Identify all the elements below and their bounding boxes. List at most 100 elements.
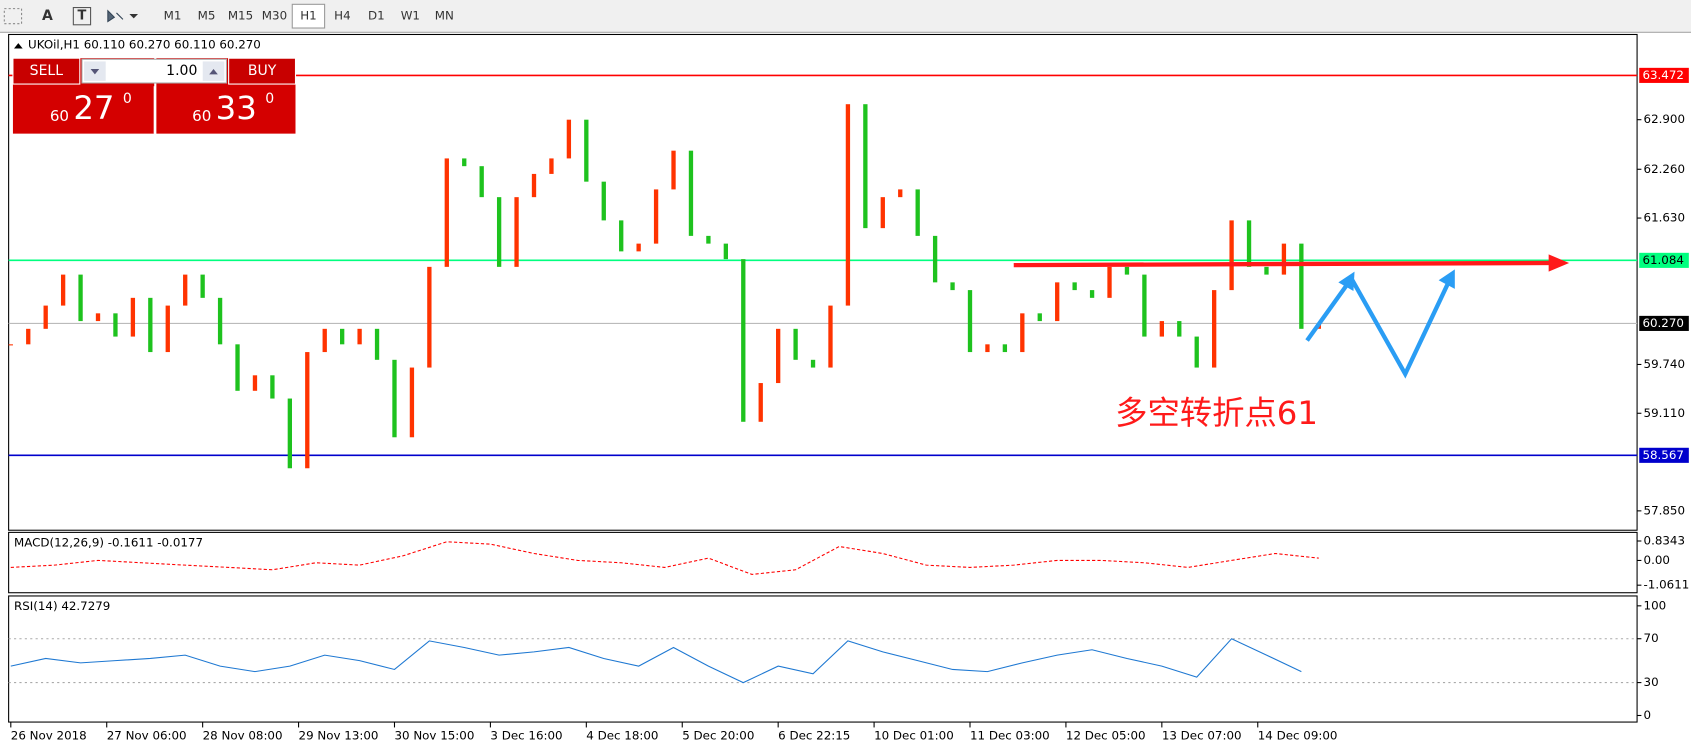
- indicator-line: [10, 638, 1302, 684]
- candle: [1107, 266, 1112, 298]
- x-tick-label: 11 Dec 03:00: [970, 729, 1050, 743]
- candle: [932, 235, 938, 283]
- candle: [1124, 266, 1130, 275]
- candle: [1072, 282, 1077, 291]
- timeframe-button[interactable]: W1: [401, 9, 420, 23]
- y-tick-label: 0.8343: [1644, 534, 1685, 548]
- x-tick-label: 3 Dec 16:00: [490, 729, 562, 743]
- sell-price-prefix: 60: [50, 107, 69, 125]
- y-tick-label: -1.0611: [1644, 578, 1690, 592]
- label-tool-frame: [72, 7, 92, 26]
- timeframe-button[interactable]: MN: [435, 9, 454, 23]
- red-arrowhead: [1548, 254, 1570, 272]
- candle: [392, 359, 397, 438]
- x-tick-label: 4 Dec 18:00: [586, 729, 658, 743]
- y-tick-label: 70: [1644, 631, 1659, 645]
- volume-box[interactable]: [81, 58, 228, 84]
- candle: [863, 104, 868, 229]
- trade-panel: SELL BUY 1.00 60 27 0 60 33 0: [12, 57, 297, 134]
- rsi-panel: [8, 595, 1638, 723]
- panel-title: MACD(12,26,9) -0.1611 -0.0177: [14, 536, 203, 550]
- candle: [130, 297, 136, 337]
- candle: [1229, 220, 1234, 291]
- timeframe-button[interactable]: M1: [164, 9, 182, 23]
- y-tick-label: 0: [1644, 708, 1652, 722]
- candle: [8, 344, 13, 346]
- level-label: 58.567: [1642, 448, 1683, 462]
- level-label: 63.472: [1642, 68, 1683, 82]
- candle: [915, 189, 920, 236]
- red-arrow: [1013, 260, 1551, 268]
- x-tick-label: 27 Nov 06:00: [107, 729, 187, 743]
- candle: [601, 181, 606, 221]
- candle: [514, 197, 519, 267]
- candle: [357, 328, 362, 345]
- indicator-line: [10, 541, 1319, 575]
- candle: [496, 197, 502, 267]
- title-icon: [14, 43, 23, 49]
- candle: [322, 328, 327, 353]
- level-label: 60.270: [1642, 316, 1683, 330]
- candle: [1037, 313, 1042, 322]
- candle: [78, 274, 83, 322]
- candle: [950, 282, 955, 291]
- y-tick-label: 100: [1644, 598, 1667, 612]
- x-tick-label: 5 Dec 20:00: [682, 729, 754, 743]
- text-tool[interactable]: A: [42, 8, 53, 24]
- candle: [793, 328, 798, 360]
- down-icon: [90, 68, 100, 75]
- volume[interactable]: 1.00: [166, 63, 197, 79]
- candle: [217, 297, 223, 345]
- buy-label[interactable]: BUY: [248, 63, 277, 79]
- candle: [26, 328, 31, 345]
- shapes-tool[interactable]: [107, 9, 139, 23]
- candle: [549, 158, 554, 174]
- candle: [1281, 243, 1287, 275]
- candle: [723, 243, 729, 260]
- buy-price-big: 33: [216, 89, 257, 127]
- x-tick-label: 14 Dec 09:00: [1258, 729, 1338, 743]
- y-tick-label: 59.740: [1644, 357, 1685, 371]
- candle: [758, 383, 763, 422]
- candle: [566, 119, 572, 159]
- timeframe-button[interactable]: D1: [368, 9, 385, 23]
- candle: [183, 274, 188, 306]
- timeframe-button[interactable]: M5: [198, 9, 216, 23]
- blue-arrowheads: [1338, 269, 1455, 291]
- candle: [1159, 321, 1164, 337]
- timeframe-button[interactable]: H1: [300, 9, 316, 23]
- timeframe-button[interactable]: M30: [262, 9, 287, 23]
- buy-button[interactable]: [228, 57, 297, 85]
- level-tag: [1639, 447, 1689, 463]
- x-tick-label: 10 Dec 01:00: [874, 729, 954, 743]
- active-timeframe: [291, 3, 326, 29]
- candle: [688, 150, 694, 236]
- main-chart: UKOil,H1 60.110 60.270 60.110 60.270 57.8…: [8, 38, 1690, 743]
- y-tick-label: 62.260: [1644, 162, 1685, 176]
- grid-icon[interactable]: [3, 8, 23, 25]
- macd-panel: [8, 531, 1638, 594]
- sell-price-big: 27: [73, 89, 114, 127]
- candle: [148, 297, 153, 353]
- timeframe-button[interactable]: M15: [228, 9, 253, 23]
- candle: [531, 173, 537, 198]
- candle: [584, 119, 589, 182]
- candle: [898, 189, 903, 198]
- candle: [95, 313, 101, 322]
- annotation: 多空转折点61: [1115, 394, 1318, 432]
- candle: [636, 243, 641, 252]
- timeframe-button[interactable]: H4: [334, 9, 350, 23]
- y-tick-label: 62.900: [1644, 112, 1685, 126]
- sell-label[interactable]: SELL: [30, 63, 64, 79]
- sell-button[interactable]: [12, 57, 81, 85]
- y-tick-label: 57.850: [1644, 503, 1685, 517]
- candle: [462, 158, 467, 167]
- candle: [43, 305, 48, 329]
- candle: [1002, 344, 1008, 353]
- y-tick-label: 59.110: [1644, 406, 1685, 420]
- candle: [165, 305, 170, 353]
- label-tool[interactable]: T: [78, 9, 87, 24]
- x-tick-label: 12 Dec 05:00: [1066, 729, 1146, 743]
- sell-price-sup: 0: [123, 91, 132, 107]
- candle: [619, 220, 624, 252]
